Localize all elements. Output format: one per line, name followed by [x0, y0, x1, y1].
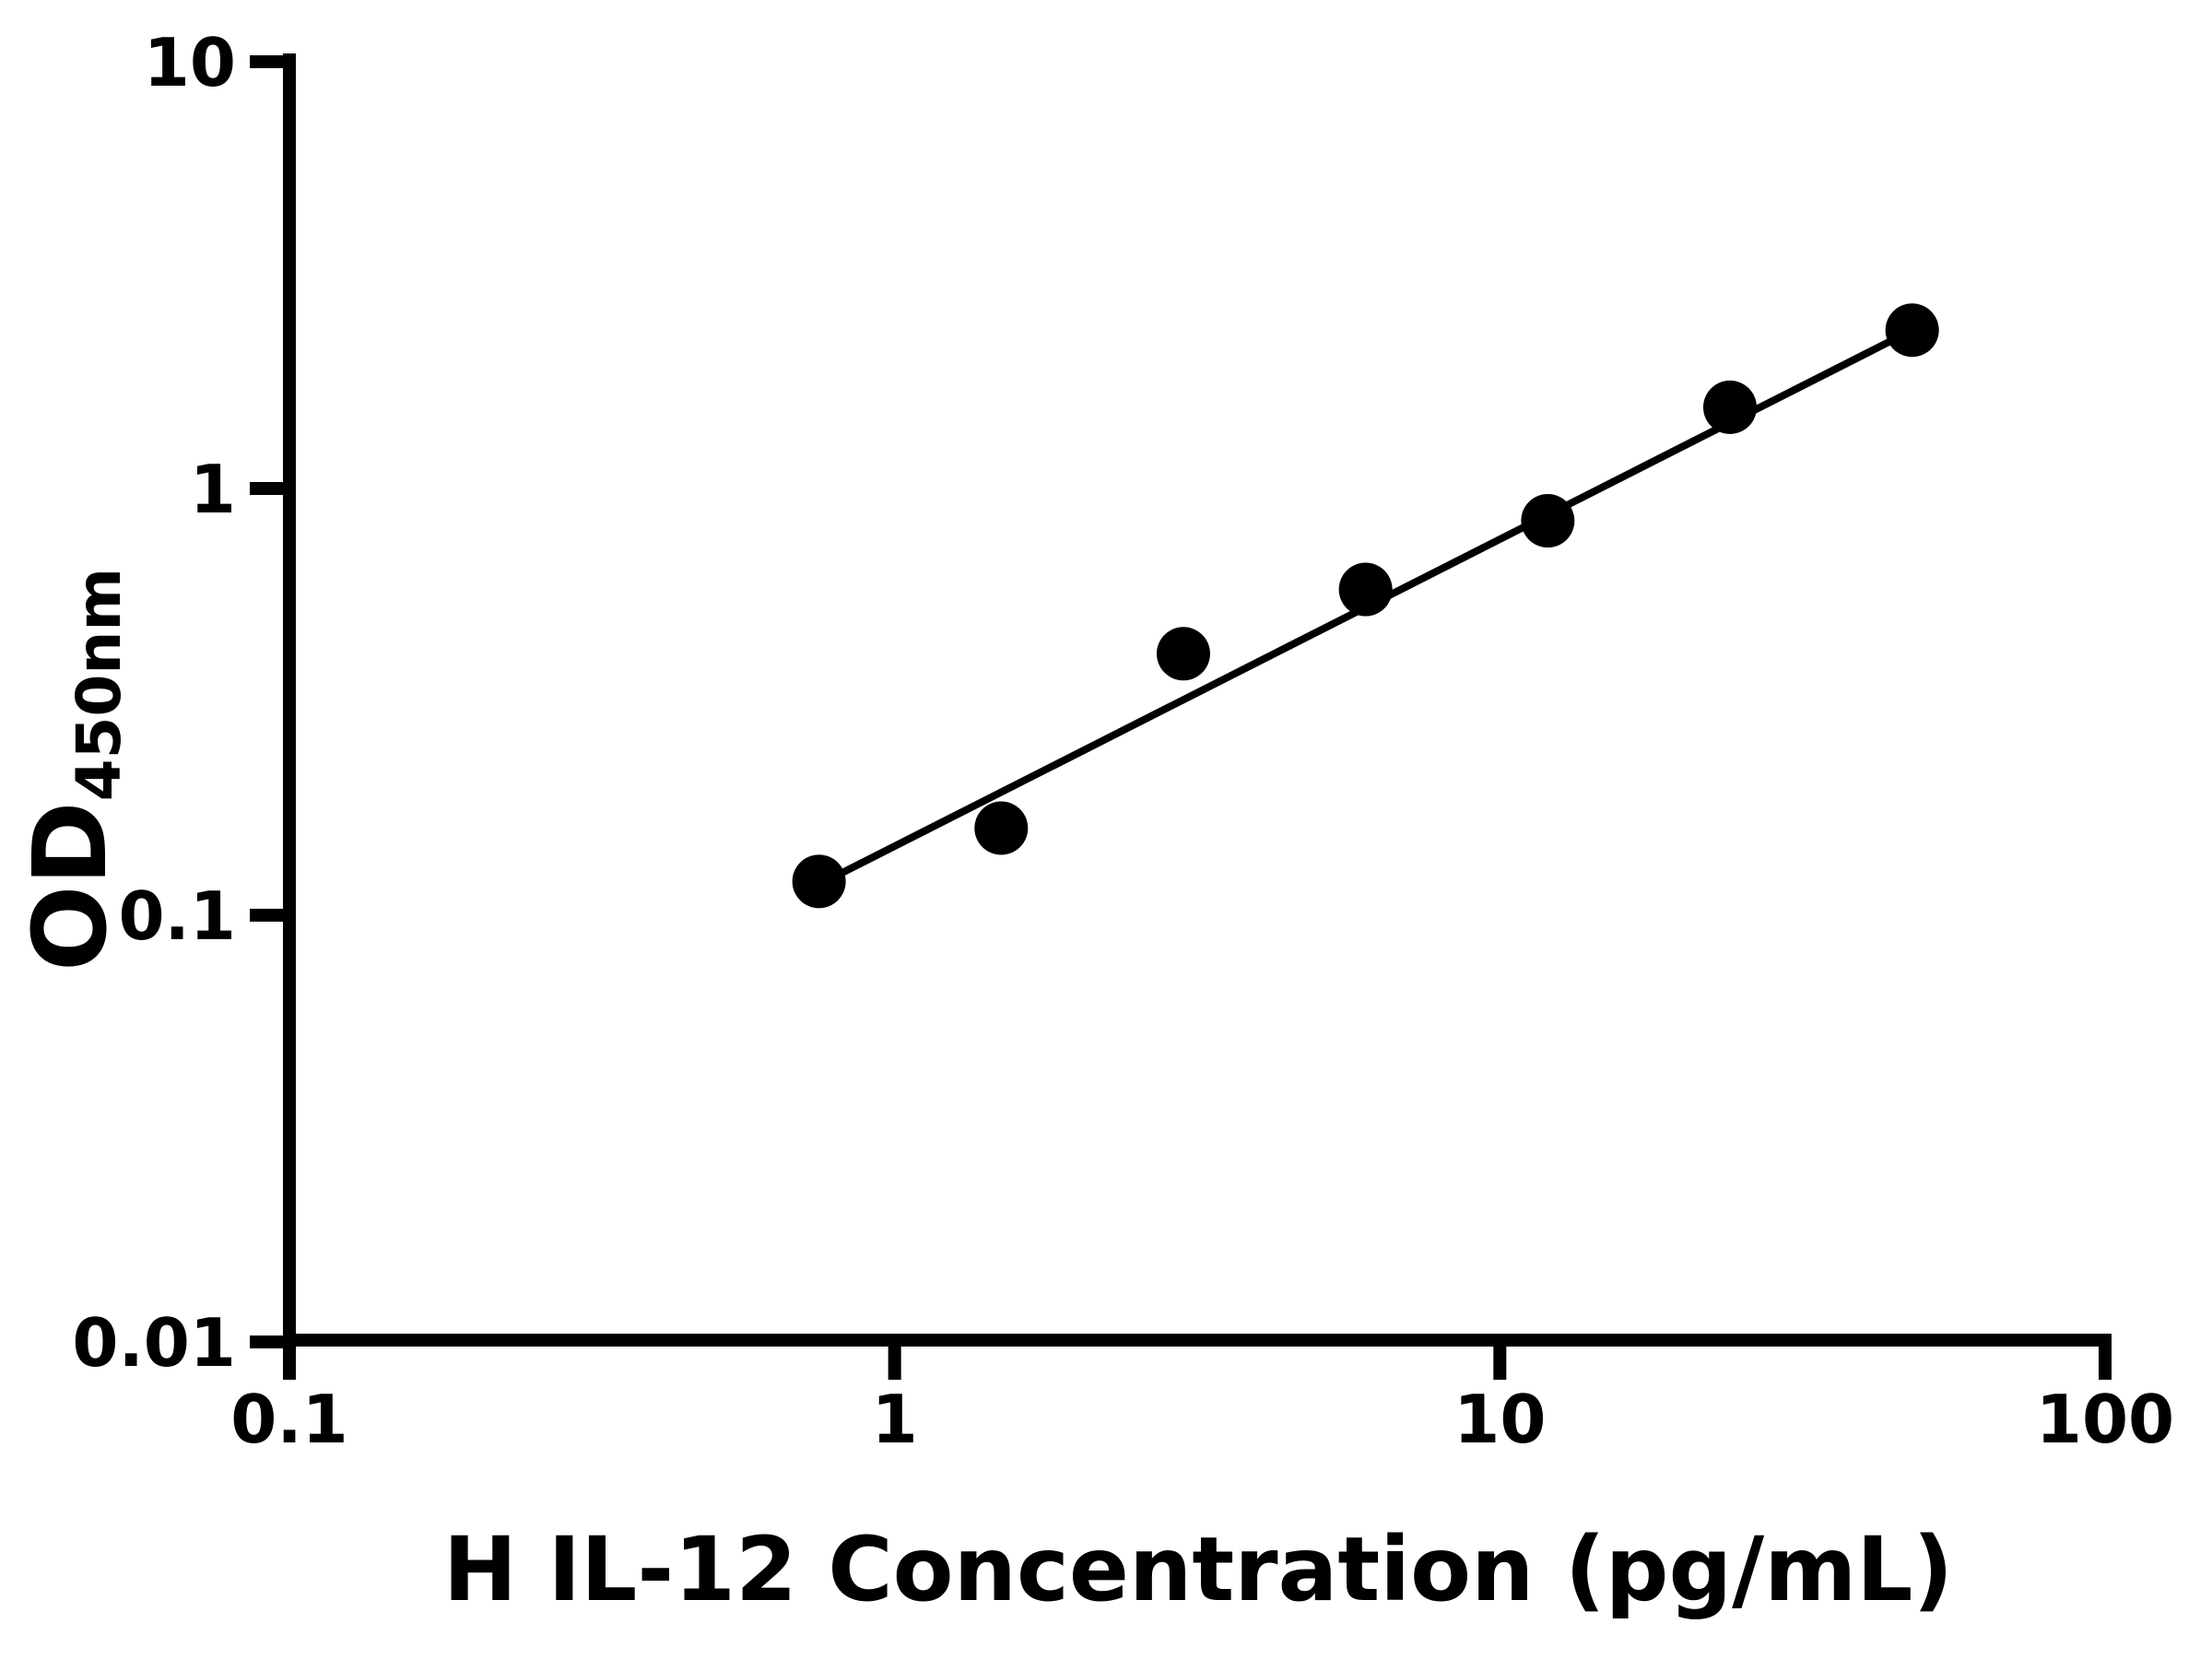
- x-tick-label: 1: [872, 1381, 918, 1458]
- y-tick-label: 0.1: [118, 877, 236, 955]
- data-point: [1156, 627, 1210, 681]
- x-tick-label: 100: [2036, 1381, 2174, 1458]
- data-point: [974, 801, 1029, 855]
- data-point: [1703, 380, 1758, 434]
- y-axis-label: OD 450nm: [11, 568, 135, 972]
- y-tick-label: 1: [190, 451, 236, 528]
- fit-line: [817, 326, 1914, 888]
- y-tick-label: 10: [144, 24, 236, 101]
- y-axis-label-main: OD: [11, 801, 129, 972]
- y-tick-label: 0.01: [72, 1304, 236, 1382]
- x-tick-label: 10: [1453, 1381, 1546, 1458]
- x-tick-label: 0.1: [230, 1381, 348, 1458]
- y-axis-label-subscript: 450nm: [64, 567, 135, 802]
- x-axis-label: H IL-12 Concentration (pg/mL): [442, 1518, 1954, 1621]
